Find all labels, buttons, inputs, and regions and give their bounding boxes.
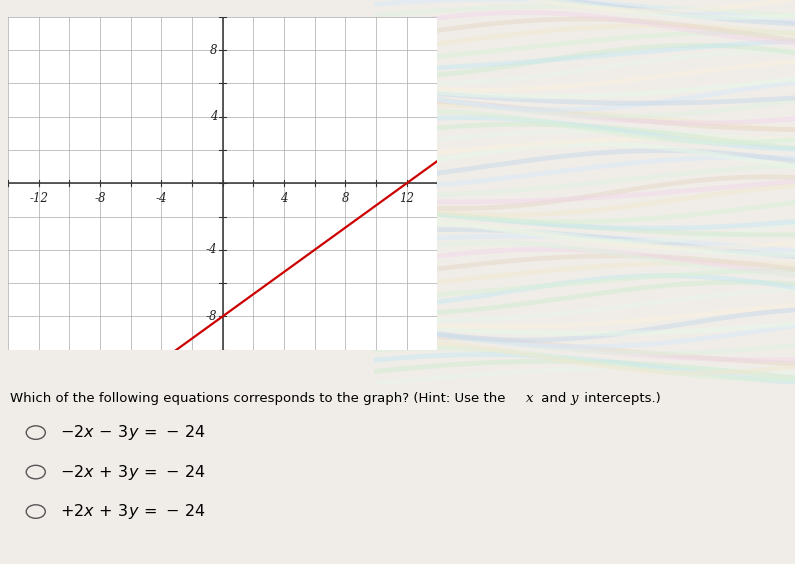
Text: $-2x\,-\,3y\,=\,-\,24$: $-2x\,-\,3y\,=\,-\,24$ xyxy=(60,423,206,442)
Text: Which of the following equations corresponds to the graph? (Hint: Use the: Which of the following equations corresp… xyxy=(10,392,510,405)
Text: -8: -8 xyxy=(94,192,106,205)
Text: -4: -4 xyxy=(206,243,217,257)
Text: -12: -12 xyxy=(29,192,48,205)
Text: -8: -8 xyxy=(206,310,217,323)
Text: and: and xyxy=(537,392,570,405)
Text: 4: 4 xyxy=(210,110,217,124)
Text: 4: 4 xyxy=(280,192,288,205)
Text: intercepts.): intercepts.) xyxy=(580,392,661,405)
Text: 8: 8 xyxy=(342,192,349,205)
Text: 8: 8 xyxy=(210,43,217,57)
Text: x: x xyxy=(526,392,533,405)
Text: 12: 12 xyxy=(399,192,414,205)
Text: $-2x\,+\,3y\,=\,-\,24$: $-2x\,+\,3y\,=\,-\,24$ xyxy=(60,462,206,482)
Text: -4: -4 xyxy=(156,192,167,205)
Text: y: y xyxy=(570,392,577,405)
Text: $+2x\,+\,3y\,=\,-\,24$: $+2x\,+\,3y\,=\,-\,24$ xyxy=(60,502,206,521)
